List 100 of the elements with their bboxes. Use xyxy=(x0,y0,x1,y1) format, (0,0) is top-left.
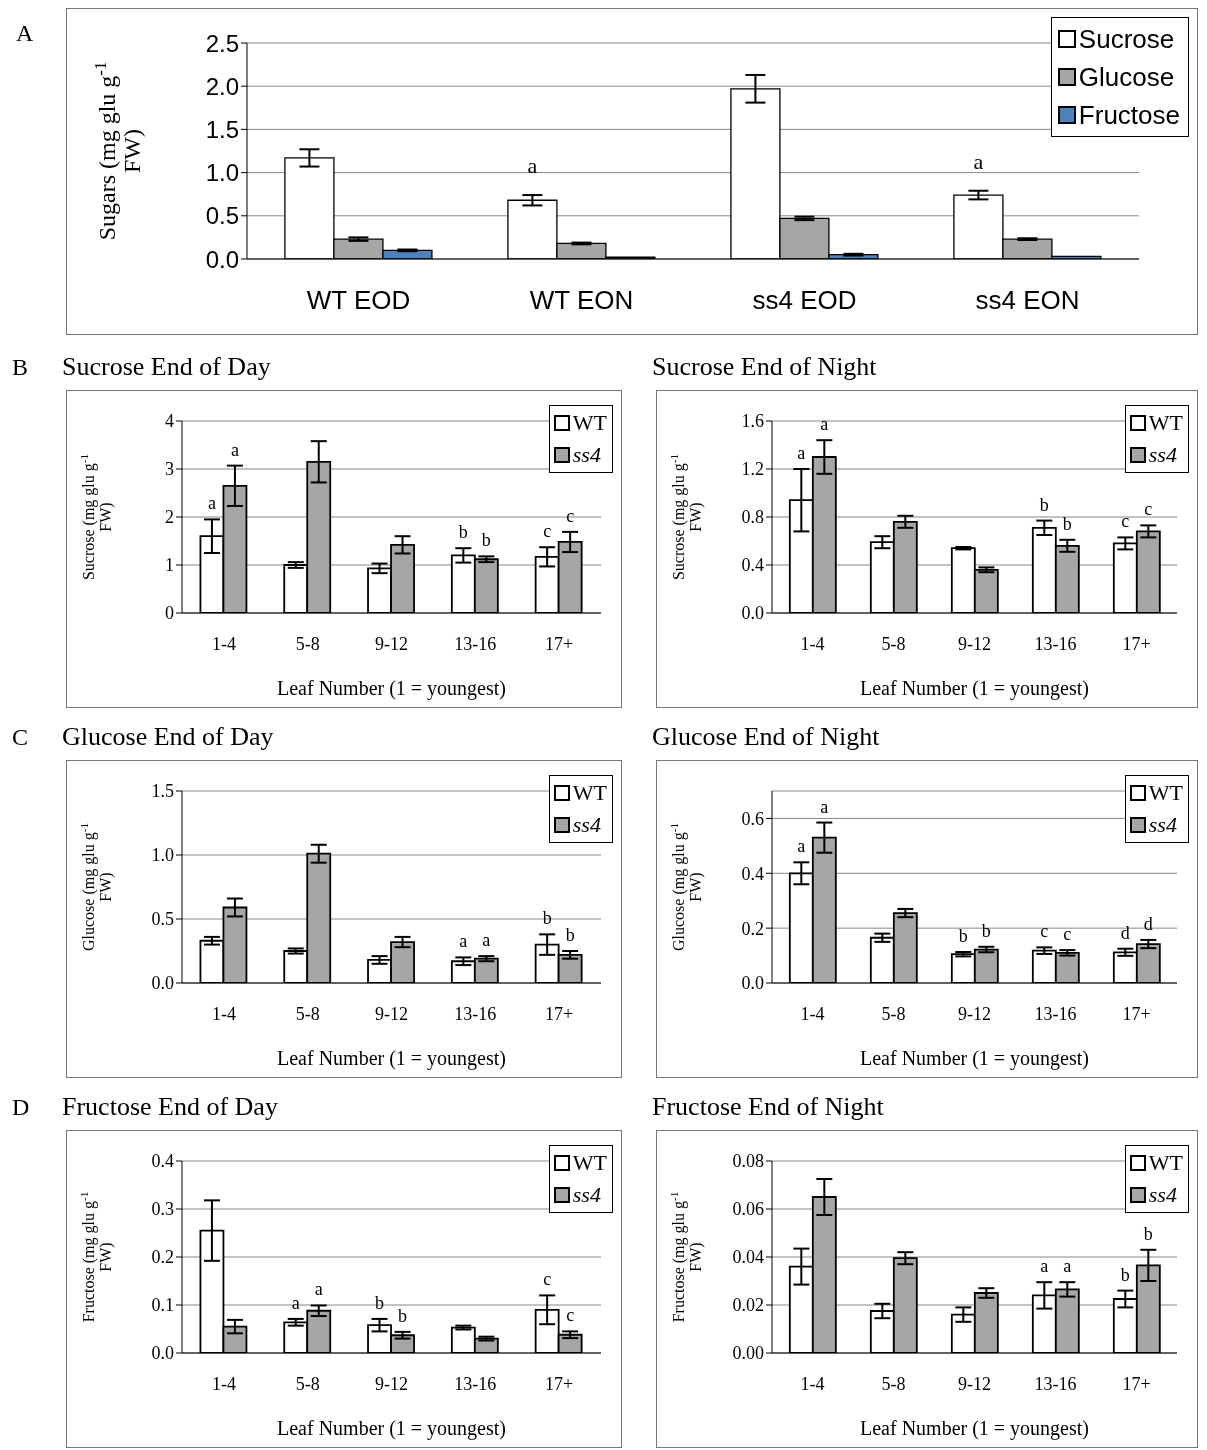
x-tick-label: 9-12 xyxy=(375,1373,408,1394)
data-label: a xyxy=(797,443,806,463)
x-tick-label: 9-12 xyxy=(958,1003,991,1024)
x-tick-label: 9-12 xyxy=(958,1373,991,1394)
text: A xyxy=(16,20,34,47)
chart-title: Fructose End of Day xyxy=(62,1092,278,1122)
x-tick-label: 1-4 xyxy=(211,1003,236,1024)
data-label: b xyxy=(1039,494,1049,515)
data-label: c xyxy=(566,1305,575,1326)
chart-title: Sucrose End of Night xyxy=(652,352,877,382)
data-label: b xyxy=(375,1292,385,1313)
x-tick-label: 13-16 xyxy=(454,633,497,654)
chart-title: Sucrose End of Day xyxy=(62,352,271,382)
data-label: b xyxy=(458,522,468,543)
data-label: b xyxy=(481,530,491,551)
x-tick-label: 9-12 xyxy=(375,1003,408,1024)
data-label: c xyxy=(566,505,575,526)
data-label: c xyxy=(1144,499,1153,520)
legend-label: WT xyxy=(1147,779,1183,807)
y-tick-label: 0.5 xyxy=(205,202,239,230)
y-tick-label: 2 xyxy=(165,507,174,528)
y-tick-label: 0.8 xyxy=(741,507,764,528)
legend-label: ss4 xyxy=(1147,811,1178,839)
x-tick-label: ss4 EOD xyxy=(752,285,857,316)
y-tick-label: 0.08 xyxy=(732,1151,764,1172)
y-tick-label: 0.06 xyxy=(732,1199,764,1220)
data-label: b xyxy=(1062,513,1072,534)
legend-label: ss4 xyxy=(571,811,602,839)
text: C xyxy=(12,724,29,751)
data-label: d xyxy=(1143,913,1153,934)
y-tick-label: 0.4 xyxy=(741,555,764,576)
y-tick-label: 0.00 xyxy=(732,1343,764,1364)
x-tick-label: 5-8 xyxy=(295,1003,320,1024)
x-tick-label: 5-8 xyxy=(295,1373,320,1394)
x-tick-label: 17+ xyxy=(545,1373,574,1394)
data-label: b xyxy=(1120,1264,1130,1285)
legend-label: WT xyxy=(571,409,607,437)
y-tick-label: 2.0 xyxy=(205,72,239,100)
data-label: a xyxy=(820,414,829,435)
x-axis-title: Leaf Number (1 = youngest) xyxy=(860,1417,1089,1440)
legend-label: ss4 xyxy=(571,441,602,469)
y-tick-label: 0.4 xyxy=(151,1151,174,1172)
y-tick-label: 0.0 xyxy=(151,973,174,994)
x-tick-label: 13-16 xyxy=(1034,1373,1077,1394)
data-label: b xyxy=(981,920,991,941)
y-tick-label: 0.2 xyxy=(151,1247,174,1268)
y-tick-label: 3 xyxy=(165,459,174,480)
x-axis-title: Leaf Number (1 = youngest) xyxy=(277,1417,506,1440)
x-tick-label: 1-4 xyxy=(211,1373,236,1394)
x-axis-title: Leaf Number (1 = youngest) xyxy=(860,677,1089,700)
x-tick-label: 5-8 xyxy=(881,1373,906,1394)
data-label: a xyxy=(1063,1256,1072,1277)
x-tick-label: 9-12 xyxy=(375,633,408,654)
legend-label: WT xyxy=(571,1149,607,1177)
y-tick-label: 1.0 xyxy=(205,159,239,187)
y-tick-label: 0.3 xyxy=(151,1199,174,1220)
data-label: a xyxy=(207,493,216,514)
y-tick-label: 1.5 xyxy=(151,781,174,802)
data-label: a xyxy=(1040,1256,1049,1277)
y-tick-label: 0.2 xyxy=(741,918,764,939)
x-axis-title: Leaf Number (1 = youngest) xyxy=(860,1047,1089,1070)
y-tick-label: 0.6 xyxy=(741,808,764,829)
y-tick-label: 0.02 xyxy=(732,1295,764,1316)
x-tick-label: 17+ xyxy=(545,1003,574,1024)
x-axis-title: Leaf Number (1 = youngest) xyxy=(277,1047,506,1070)
data-label: c xyxy=(1040,921,1049,942)
chart-title: Glucose End of Night xyxy=(652,722,880,752)
x-tick-label: 17+ xyxy=(1122,1373,1151,1394)
x-tick-label: 1-4 xyxy=(800,1003,825,1024)
data-label: a xyxy=(230,439,239,460)
y-tick-label: 1.2 xyxy=(741,459,764,480)
x-tick-label: 13-16 xyxy=(1034,633,1077,654)
x-tick-label: 1-4 xyxy=(211,633,236,654)
x-tick-label: 13-16 xyxy=(454,1373,497,1394)
data-label: a xyxy=(527,153,538,179)
data-label: a xyxy=(973,148,984,174)
data-label: c xyxy=(543,1269,552,1290)
legend-label: Glucose xyxy=(1077,61,1176,94)
legend-label: WT xyxy=(1147,1149,1183,1177)
x-tick-label: 9-12 xyxy=(958,633,991,654)
y-tick-label: 1.0 xyxy=(151,845,174,866)
data-label: b xyxy=(565,925,575,945)
y-tick-label: 0.0 xyxy=(151,1343,174,1364)
legend-label: Fructose xyxy=(1077,99,1180,132)
x-tick-label: 17+ xyxy=(1122,633,1151,654)
y-tick-label: 2.5 xyxy=(205,29,239,57)
data-label: c xyxy=(1063,924,1072,945)
y-tick-label: 4 xyxy=(165,411,174,432)
data-label: a xyxy=(291,1292,300,1313)
data-label: a xyxy=(314,1279,323,1300)
y-tick-label: 1 xyxy=(165,555,174,576)
data-label: b xyxy=(1143,1223,1153,1244)
y-tick-label: 0.04 xyxy=(732,1247,764,1268)
legend-label: ss4 xyxy=(1147,441,1178,469)
legend-label: Sucrose xyxy=(1077,23,1176,56)
legend-label: ss4 xyxy=(571,1181,602,1209)
data-label: b xyxy=(958,926,968,947)
legend-label: WT xyxy=(1147,409,1183,437)
data-label: a xyxy=(459,931,468,952)
y-tick-label: 1.6 xyxy=(741,411,764,432)
